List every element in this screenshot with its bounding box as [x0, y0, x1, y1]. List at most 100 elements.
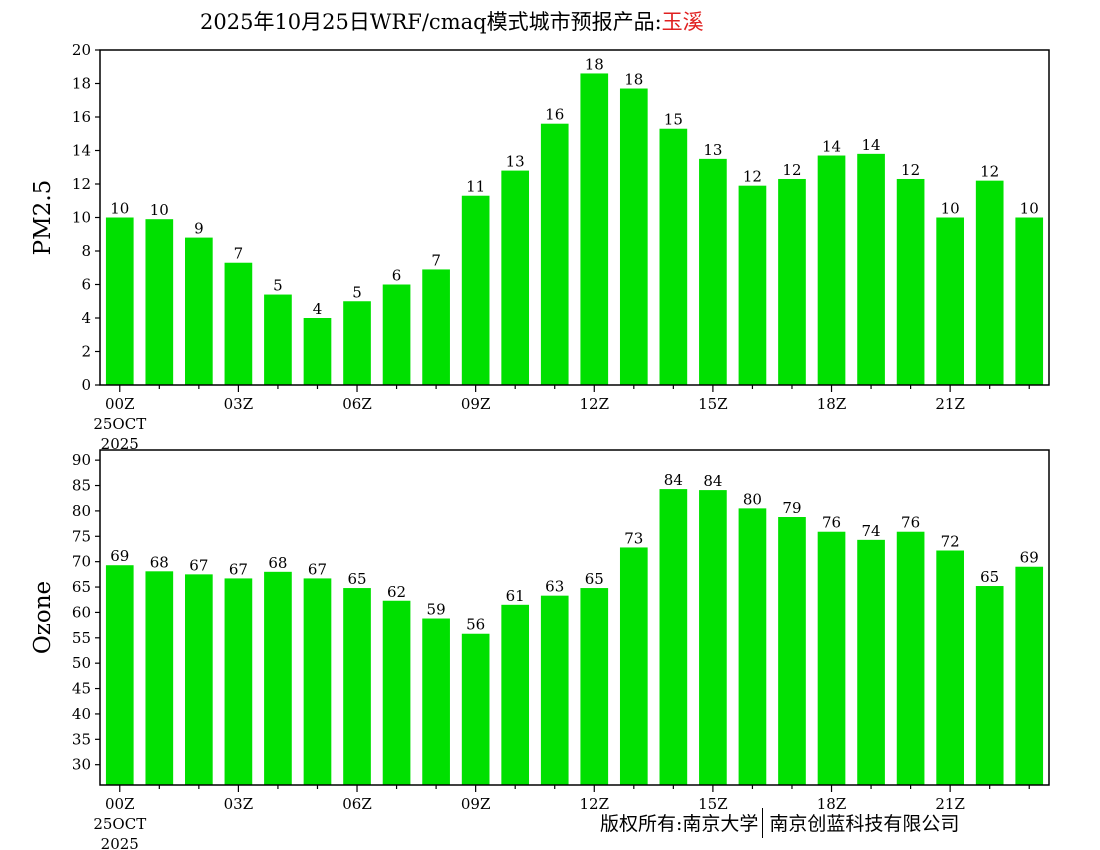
bar [975, 586, 1004, 785]
bar-value-label: 12 [743, 168, 762, 186]
copyright-left: 版权所有:南京大学 [600, 813, 759, 835]
bar [145, 219, 174, 385]
x-tick-label: 18Z [817, 395, 847, 413]
bar [382, 600, 411, 785]
bar [619, 547, 648, 785]
y-tick-label: 75 [72, 527, 91, 545]
bar [303, 578, 332, 785]
bar-value-label: 73 [624, 529, 643, 547]
x-tick-label: 00Z [105, 395, 135, 413]
bar-value-label: 15 [664, 111, 683, 129]
bar-value-label: 56 [466, 616, 485, 634]
y-tick-label: 0 [81, 376, 91, 394]
bar-value-label: 14 [822, 138, 841, 156]
bar-value-label: 76 [901, 514, 920, 532]
y-tick-label: 8 [81, 242, 91, 260]
y-tick-label: 16 [72, 108, 91, 126]
bar [659, 489, 688, 785]
bar [382, 284, 411, 385]
bar [580, 73, 609, 385]
bar [540, 123, 569, 385]
bar [619, 88, 648, 386]
bar [738, 508, 767, 785]
bar-value-label: 5 [352, 283, 362, 301]
y-tick-label: 90 [72, 451, 91, 469]
bar-value-label: 62 [387, 583, 406, 601]
bar-value-label: 13 [506, 153, 525, 171]
bar-value-label: 76 [822, 514, 841, 532]
bar [224, 262, 253, 385]
bar-value-label: 16 [545, 106, 564, 124]
chart-panel-2: 69 68 67 67 68 67 65 62 59 56 61 63 65 73 84 84 80 79 76 74… [30, 449, 1050, 850]
bar [264, 294, 292, 385]
bar [975, 180, 1004, 385]
y-tick-label: 70 [72, 553, 91, 571]
y-tick-label: 55 [72, 629, 91, 647]
x-date-label: 25OCT [93, 415, 146, 433]
bar-value-label: 18 [585, 55, 604, 73]
bar [659, 128, 688, 386]
bar [501, 170, 530, 385]
bar-value-label: 72 [941, 533, 960, 551]
y-tick-label: 6 [81, 276, 91, 294]
y-tick-label: 50 [72, 654, 91, 672]
x-tick-label: 09Z [461, 795, 491, 813]
bar [461, 195, 490, 385]
x-tick-label: 00Z [105, 795, 135, 813]
x-date-label: 2025 [101, 835, 139, 850]
bar [857, 539, 885, 785]
bar-value-label: 7 [234, 245, 244, 263]
bar-value-label: 61 [506, 587, 525, 605]
bar [699, 158, 727, 385]
bar [699, 490, 727, 785]
x-tick-label: 15Z [698, 395, 728, 413]
copyright-right: 南京创蓝科技有限公司 [769, 813, 960, 835]
bar-value-label: 67 [308, 560, 327, 578]
x-tick-label: 06Z [342, 395, 372, 413]
x-tick-label: 12Z [580, 395, 610, 413]
bar [343, 301, 371, 385]
bar-value-label: 67 [229, 560, 248, 578]
bar-value-label: 5 [273, 277, 283, 295]
bar-value-label: 10 [150, 201, 169, 219]
bar [422, 618, 450, 785]
bar-value-label: 84 [664, 471, 683, 489]
x-tick-label: 03Z [224, 395, 254, 413]
bar [936, 550, 964, 785]
bar [105, 565, 134, 785]
bar-value-label: 18 [624, 71, 643, 89]
x-date-label: 25OCT [93, 815, 146, 833]
bar-value-label: 12 [901, 161, 920, 179]
x-tick-label: 21Z [935, 795, 965, 813]
bar-value-label: 69 [110, 547, 129, 565]
bar [264, 571, 292, 785]
bar [540, 595, 569, 785]
title-prefix: 2025年10月25日WRF/cmaq模式城市预报产品: [200, 10, 662, 34]
chart-title: 2025年10月25日WRF/cmaq模式城市预报产品:玉溪 [200, 6, 704, 36]
bar-value-label: 84 [703, 472, 722, 490]
bar [936, 217, 964, 385]
y-tick-label: 60 [72, 603, 91, 621]
bar [738, 185, 767, 385]
y-tick-label: 14 [72, 142, 91, 160]
x-tick-label: 03Z [224, 795, 254, 813]
y-tick-label: 40 [72, 705, 91, 723]
bar [857, 153, 885, 385]
bar-value-label: 79 [782, 499, 801, 517]
bar [461, 633, 490, 785]
bar [778, 517, 806, 785]
bar [145, 571, 174, 785]
y-tick-label: 65 [72, 578, 91, 596]
bar-value-label: 7 [431, 251, 441, 269]
bar [778, 178, 806, 385]
y-tick-label: 4 [81, 309, 91, 327]
y-tick-label: 18 [72, 75, 91, 93]
bar [580, 588, 609, 785]
bar-value-label: 74 [862, 522, 881, 540]
bar-value-label: 4 [313, 300, 323, 318]
bar [224, 578, 253, 785]
bar-value-label: 10 [110, 200, 129, 218]
bar [343, 588, 371, 785]
bar [817, 155, 846, 385]
y-axis-label: PM2.5 [30, 180, 56, 256]
